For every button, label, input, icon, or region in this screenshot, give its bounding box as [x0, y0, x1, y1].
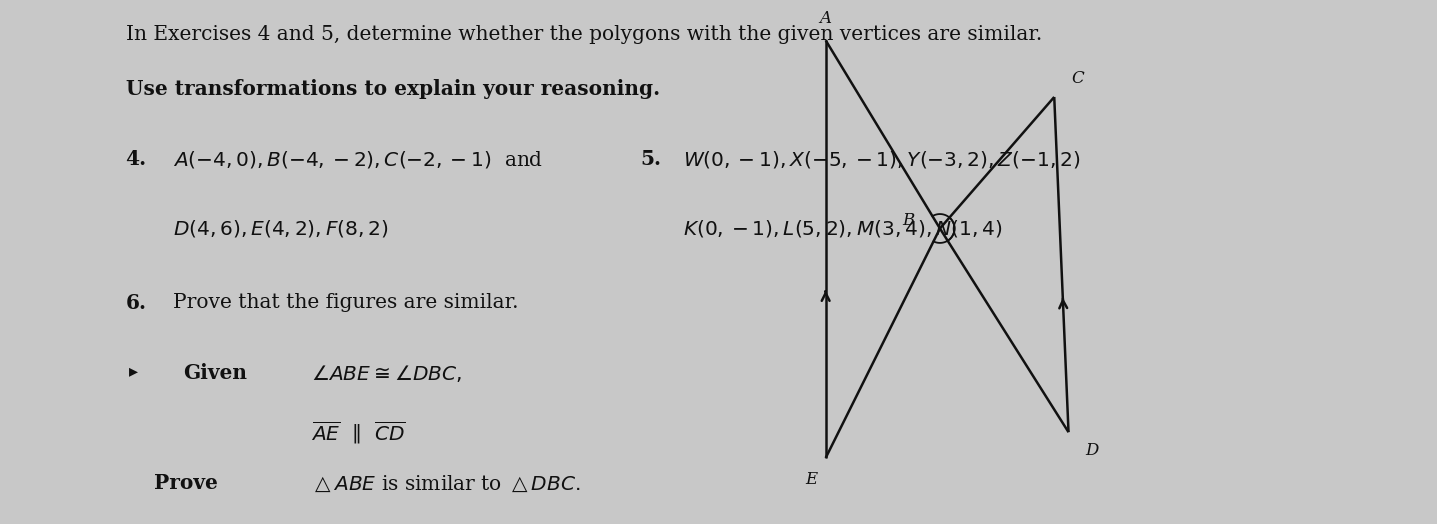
- Text: Prove that the figures are similar.: Prove that the figures are similar.: [172, 293, 519, 312]
- Text: ▸: ▸: [128, 363, 138, 380]
- Text: $\angle ABE \cong \angle DBC,$: $\angle ABE \cong \angle DBC,$: [312, 363, 463, 384]
- Text: In Exercises 4 and 5, determine whether the polygons with the given vertices are: In Exercises 4 and 5, determine whether …: [125, 25, 1042, 44]
- Text: E: E: [805, 471, 818, 488]
- Text: $K(0, -1), L(5, 2), M(3, 4), N(1, 4)$: $K(0, -1), L(5, 2), M(3, 4), N(1, 4)$: [683, 218, 1002, 239]
- Text: Use transformations to explain your reasoning.: Use transformations to explain your reas…: [125, 79, 660, 99]
- Text: $A(-4, 0), B(-4, -2), C(-2, -1)$  and: $A(-4, 0), B(-4, -2), C(-2, -1)$ and: [172, 148, 543, 170]
- Text: 4.: 4.: [125, 148, 147, 169]
- Text: B: B: [902, 212, 914, 229]
- Text: Given: Given: [182, 363, 247, 383]
- Text: $\triangle ABE$ is similar to $\triangle DBC.$: $\triangle ABE$ is similar to $\triangle…: [312, 473, 581, 494]
- Text: 6.: 6.: [125, 293, 147, 313]
- Text: Prove: Prove: [154, 473, 218, 494]
- Text: A: A: [819, 10, 832, 27]
- Text: $\overline{AE}$  $\|$  $\overline{CD}$: $\overline{AE}$ $\|$ $\overline{CD}$: [312, 419, 407, 446]
- Text: D: D: [1086, 442, 1099, 460]
- Text: C: C: [1072, 70, 1083, 86]
- Text: 5.: 5.: [639, 148, 661, 169]
- Text: $W(0, -1), X(-5, -1), Y(-3, 2), Z(-1, 2)$: $W(0, -1), X(-5, -1), Y(-3, 2), Z(-1, 2)…: [683, 148, 1081, 170]
- Text: $D(4, 6), E(4, 2), F(8, 2)$: $D(4, 6), E(4, 2), F(8, 2)$: [172, 218, 388, 239]
